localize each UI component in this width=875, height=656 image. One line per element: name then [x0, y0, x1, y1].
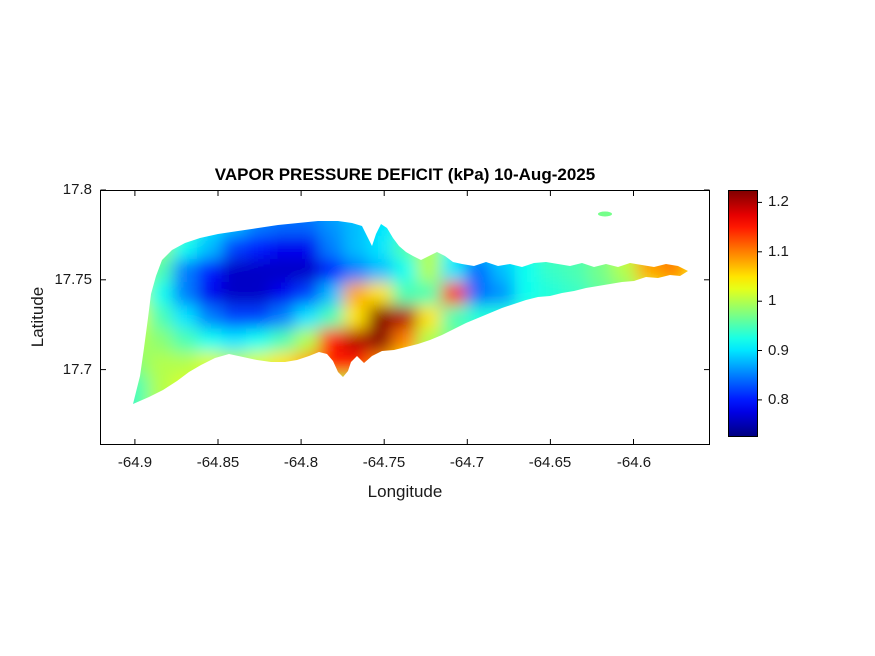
x-tick-label-5: -64.65 — [528, 454, 572, 471]
plot-area — [100, 189, 710, 445]
x-tick-label-2: -64.8 — [283, 454, 319, 471]
colorbar-tick-label-0: 0.8 — [768, 391, 789, 408]
x-tick-label-1: -64.85 — [196, 454, 240, 471]
x-tick-label-6: -64.6 — [616, 454, 652, 471]
colorbar-gradient — [728, 190, 758, 437]
colorbar — [728, 190, 762, 437]
colorbar-tick-label-1: 0.9 — [768, 342, 789, 359]
colorbar-tick-label-3: 1.1 — [768, 243, 789, 260]
y-tick-label-0: 17.7 — [62, 361, 92, 378]
x-axis-label: Longitude — [367, 482, 443, 501]
island-region — [133, 221, 688, 404]
heatmap-layer — [133, 221, 688, 404]
y-tick-label-1: 17.75 — [54, 271, 92, 288]
x-tick-label-0: -64.9 — [117, 454, 153, 471]
tick-marks — [100, 189, 710, 445]
x-tick-label-3: -64.75 — [362, 454, 406, 471]
plot-title: VAPOR PRESSURE DEFICIT (kPa) 10-Aug-2025 — [214, 165, 596, 184]
colorbar-tick-label-4: 1.2 — [768, 193, 789, 210]
y-tick-label-2: 17.8 — [62, 181, 92, 198]
colorbar-tick-label-2: 1 — [768, 292, 777, 309]
x-tick-label-4: -64.7 — [449, 454, 485, 471]
offshore-speck — [598, 211, 612, 217]
axes-box — [100, 190, 710, 445]
